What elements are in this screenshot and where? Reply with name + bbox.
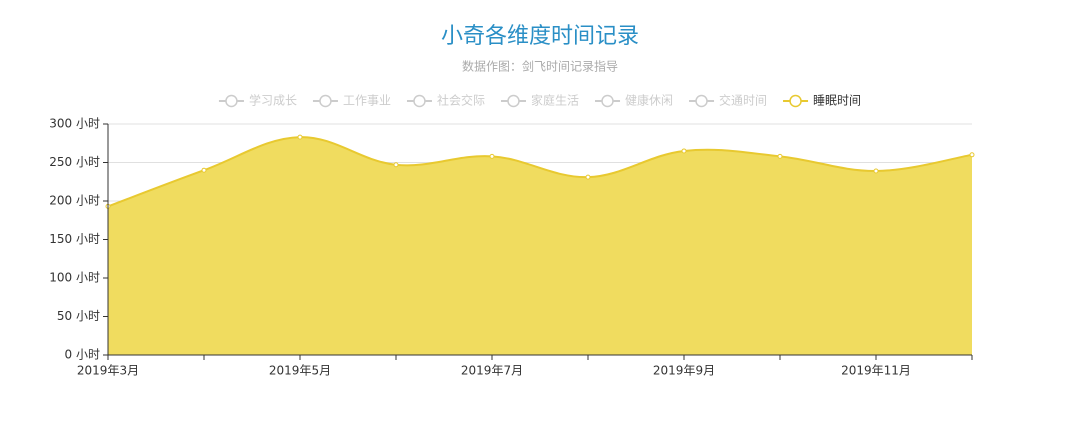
legend-label: 交通时间 bbox=[719, 93, 767, 108]
legend-label: 学习成长 bbox=[249, 93, 297, 108]
y-tick-label: 150 小时 bbox=[49, 232, 100, 246]
legend-item[interactable]: 学习成长 bbox=[218, 93, 297, 108]
legend-icon bbox=[695, 94, 708, 108]
point bbox=[489, 153, 495, 159]
y-tick-label: 300 小时 bbox=[49, 117, 100, 131]
chart-title: 小奇各维度时间记录 bbox=[441, 24, 639, 49]
chart-subtitle: 数据作图：剑飞时间记录指导 bbox=[462, 59, 618, 74]
legend-item[interactable]: 工作事业 bbox=[312, 94, 391, 108]
legend-icon bbox=[413, 94, 426, 108]
point bbox=[393, 162, 399, 168]
legend-icon bbox=[319, 94, 332, 108]
point bbox=[201, 167, 207, 173]
legend-item[interactable]: 睡眠时间 bbox=[783, 94, 861, 108]
x-tick-label: 2019年3月 bbox=[77, 364, 139, 378]
point bbox=[969, 152, 975, 158]
y-tick-label: 100 小时 bbox=[49, 271, 100, 285]
x-tick-label: 2019年11月 bbox=[841, 364, 911, 378]
y-tick-label: 0 小时 bbox=[65, 348, 100, 362]
point bbox=[777, 153, 783, 159]
legend-label: 健康休闲 bbox=[625, 93, 673, 108]
legend-icon bbox=[507, 94, 520, 108]
y-tick-label: 200 小时 bbox=[49, 194, 100, 208]
legend-icon bbox=[601, 94, 614, 108]
legend-item[interactable]: 社会交际 bbox=[406, 93, 485, 108]
line bbox=[107, 136, 973, 208]
legend-label: 社会交际 bbox=[437, 93, 485, 108]
legend-icon bbox=[789, 94, 802, 108]
legend-icon bbox=[225, 94, 238, 108]
x-tick-label: 2019年7月 bbox=[461, 364, 523, 378]
point bbox=[681, 148, 687, 154]
y-tick-label: 250 小时 bbox=[49, 155, 100, 169]
legend-item[interactable]: 交通时间 bbox=[689, 93, 767, 108]
area bbox=[108, 137, 972, 355]
y-tick-label: 50 小时 bbox=[57, 309, 100, 323]
legend-item[interactable]: 家庭生活 bbox=[500, 93, 579, 108]
x-tick-label: 2019年5月 bbox=[269, 364, 331, 378]
x-tick-label: 2019年9月 bbox=[653, 364, 715, 378]
point bbox=[873, 168, 879, 174]
point bbox=[297, 134, 303, 140]
legend: 学习成长 工作事业 社会交际 家庭生活 健康休闲 交通时间 睡眠时间 bbox=[218, 93, 861, 108]
point bbox=[585, 174, 591, 180]
legend-label: 家庭生活 bbox=[531, 93, 579, 108]
legend-label: 工作事业 bbox=[343, 94, 391, 108]
legend-item[interactable]: 健康休闲 bbox=[595, 93, 673, 108]
legend-label: 睡眠时间 bbox=[813, 94, 861, 108]
